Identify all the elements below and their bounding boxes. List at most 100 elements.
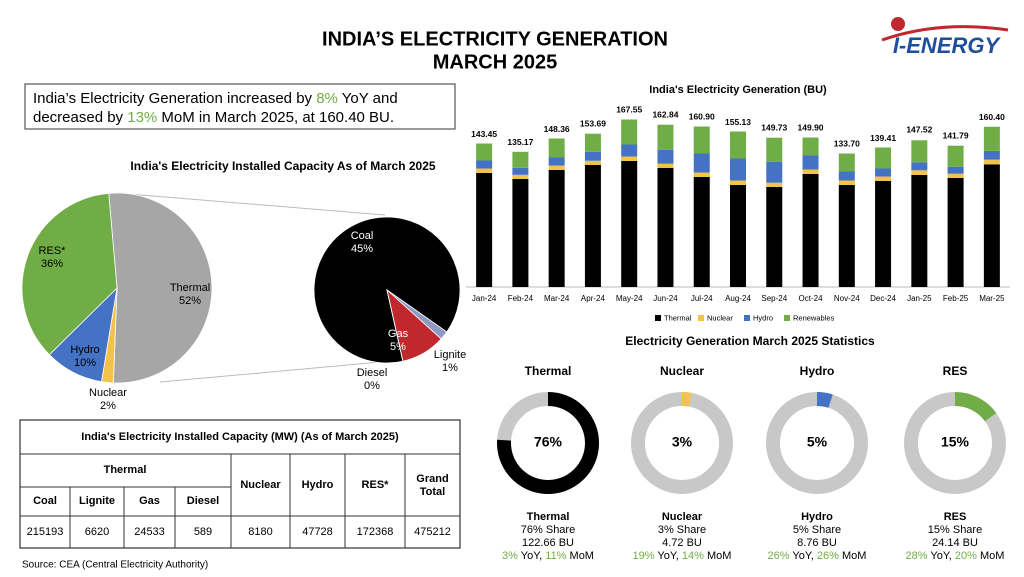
bar-segment (512, 179, 529, 287)
bar-segment (584, 160, 601, 165)
x-tick-label: Mar-25 (979, 294, 1005, 303)
table-header: Hydro (302, 479, 334, 491)
summary-part: 13% (127, 109, 157, 126)
stat-change-part: 26% (817, 550, 839, 562)
legend-label: Hydro (753, 313, 773, 322)
stat-change-part: MoM (977, 550, 1005, 562)
table-header: RES* (362, 479, 390, 491)
bar-segment (693, 177, 710, 287)
bar-segment (911, 162, 928, 171)
x-tick-label: Dec-24 (870, 294, 896, 303)
total-label: 133.70 (834, 139, 860, 149)
donut-arc (497, 392, 599, 494)
stat-change: 19% YoY, 14% MoM (633, 550, 732, 562)
slice-value: 52% (179, 295, 201, 307)
slice-label: Hydro (70, 344, 99, 356)
table-frame (19, 419, 461, 549)
bar-segment (476, 143, 493, 161)
bar-segment (766, 187, 783, 287)
bar-segment (693, 126, 710, 154)
bar-segment (548, 157, 565, 166)
stat-name: Thermal (527, 511, 570, 523)
bar-segment (730, 180, 746, 185)
table-cell: 24533 (134, 526, 165, 538)
stat-change-part: 14% (682, 550, 704, 562)
donut-arc (816, 392, 833, 408)
table-header: Coal (33, 495, 57, 507)
bar-segment (621, 156, 638, 161)
title: INDIA’S ELECTRICITY GENERATION (322, 28, 668, 50)
bar-segment (947, 145, 964, 167)
stat-change-part: 3% (502, 550, 518, 562)
bar-segment (875, 181, 892, 287)
summary-box (24, 83, 456, 130)
stat-change: 3% YoY, 11% MoM (502, 550, 594, 562)
total-label: 160.40 (979, 112, 1005, 122)
bar-segment (766, 182, 783, 187)
logo-swoosh (881, 25, 1009, 42)
stat-generation: 8.76 BU (797, 537, 837, 549)
bar-segment (838, 180, 855, 185)
stat-generation: 24.14 BU (932, 537, 978, 549)
bar-segment (657, 124, 674, 150)
table-cell: 172368 (357, 526, 394, 538)
bar-segment (548, 138, 565, 158)
bar-segment (911, 170, 928, 175)
x-tick-label: Nov-24 (834, 294, 860, 303)
table-cell: 215193 (27, 526, 64, 538)
donut-value: 76% (534, 434, 563, 450)
summary-part: YoY and (338, 90, 398, 107)
bar-segment (983, 150, 1000, 160)
summary-part: 8% (316, 90, 338, 107)
slice-value: 2% (100, 400, 116, 412)
total-label: 160.90 (689, 111, 715, 121)
stat-change: 26% YoY, 26% MoM (768, 550, 867, 562)
bar-segment (548, 165, 565, 170)
bar-segment (838, 153, 855, 172)
stat-change-part: 28% (906, 550, 928, 562)
bar-segment (766, 161, 783, 183)
donut-title: Nuclear (660, 364, 704, 378)
stat-change-part: YoY, (790, 550, 817, 562)
bar-segment (983, 126, 1000, 151)
table-cell: 589 (194, 526, 212, 538)
x-tick-label: Jul-24 (691, 294, 713, 303)
bar-segment (512, 174, 529, 179)
bar-segment (657, 168, 674, 287)
bar-segment (476, 160, 493, 169)
total-label: 149.73 (761, 123, 787, 133)
stat-name: Nuclear (662, 511, 703, 523)
table-cell: 6620 (85, 526, 109, 538)
x-tick-label: Jun-24 (653, 294, 678, 303)
bar-segment (730, 158, 746, 181)
bar-segment (584, 165, 601, 287)
connector (116, 192, 386, 216)
total-label: 139.41 (870, 133, 896, 143)
bar-segment (621, 144, 638, 157)
bar-segment (512, 151, 529, 168)
table-header: Lignite (79, 495, 115, 507)
total-label: 143.45 (471, 129, 497, 139)
total-label: 149.90 (798, 122, 824, 132)
x-tick-label: Feb-24 (508, 294, 534, 303)
donut-arc (681, 392, 692, 407)
legend-label: Thermal (664, 313, 692, 322)
x-tick-label: Apr-24 (581, 294, 606, 303)
donut-value: 15% (941, 434, 970, 450)
slice-label: Lignite (434, 349, 466, 361)
stat-change-part: YoY, (655, 550, 682, 562)
bar-segment (838, 185, 855, 287)
slice-value: 5% (390, 341, 406, 353)
bar-segment (512, 167, 529, 175)
table-cell: 47728 (302, 526, 333, 538)
summary-line: India’s Electricity Generation increased… (33, 90, 398, 107)
slice-label: Diesel (357, 367, 388, 379)
legend-swatch (784, 315, 790, 321)
bar-segment (584, 151, 601, 161)
legend-swatch (655, 315, 661, 321)
total-label: 135.17 (507, 137, 533, 147)
table-title: India's Electricity Installed Capacity (… (81, 431, 399, 443)
bar-segment (802, 137, 819, 156)
slice-label: Thermal (170, 282, 210, 294)
